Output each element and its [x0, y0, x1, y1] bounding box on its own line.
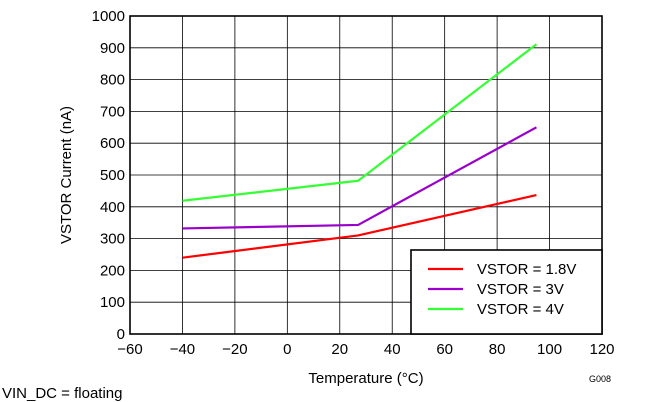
legend-label-1: VSTOR = 1.8V: [477, 261, 576, 278]
x-tick-label: −20: [222, 341, 247, 358]
y-axis-label: VSTOR Current (nA): [58, 106, 75, 244]
series-layer: [182, 43, 538, 259]
y-tick-labels: 0 100 200 300 400 500 600 700 800 900 1000: [92, 8, 125, 343]
series-line-1: [182, 193, 537, 259]
figure-code: G008: [589, 374, 611, 384]
x-tick-label: 40: [384, 341, 401, 358]
y-tick-label: 200: [100, 262, 125, 279]
y-tick-label: 0: [117, 326, 125, 343]
x-axis-label: Temperature (°C): [308, 370, 423, 387]
plot-frame: [129, 15, 603, 335]
y-tick-label: 100: [100, 294, 125, 311]
y-tick-label: 400: [100, 199, 125, 216]
x-tick-label: 100: [537, 341, 562, 358]
x-tick-label: −40: [170, 341, 195, 358]
x-tick-label: 80: [489, 341, 506, 358]
legend-box: [410, 249, 603, 335]
y-tick-label: 300: [100, 231, 125, 248]
series-line-2: [182, 126, 537, 230]
footnote: VIN_DC = floating: [2, 385, 123, 402]
legend-label-3: VSTOR = 4V: [477, 301, 564, 318]
legend: VSTOR = 1.8V VSTOR = 3V VSTOR = 4V: [410, 249, 603, 335]
y-tick-label: 800: [100, 72, 125, 89]
x-tick-label: 60: [436, 341, 453, 358]
y-tick-label: 700: [100, 103, 125, 120]
series-line-3: [182, 43, 538, 202]
legend-label-2: VSTOR = 3V: [477, 281, 564, 298]
legend-items: VSTOR = 1.8V VSTOR = 3V VSTOR = 4V: [428, 261, 576, 318]
y-tick-label: 1000: [92, 8, 125, 25]
x-tick-label: 120: [589, 341, 614, 358]
y-tick-label: 600: [100, 135, 125, 152]
x-tick-label: 20: [331, 341, 348, 358]
x-tick-labels: −60 −40 −20 0 20 40 60 80 100 120: [117, 341, 614, 358]
x-tick-label: 0: [283, 341, 291, 358]
y-tick-label: 900: [100, 40, 125, 57]
x-tick-label: −60: [117, 341, 142, 358]
y-tick-label: 500: [100, 167, 125, 184]
